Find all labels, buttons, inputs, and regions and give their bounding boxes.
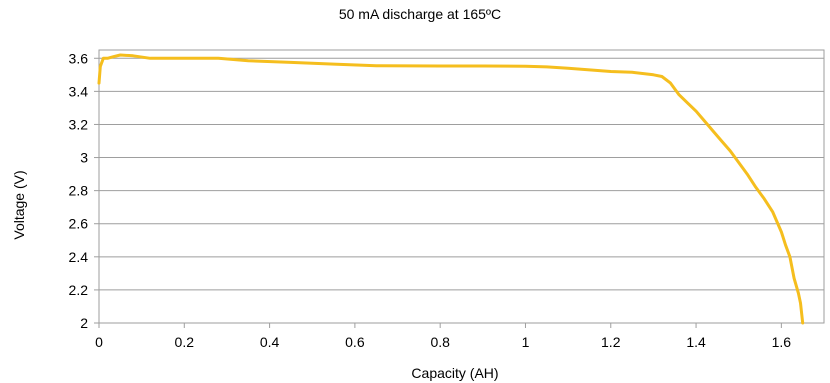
y-tick-label: 3.4 (69, 83, 89, 99)
y-tick-label: 2 (80, 315, 88, 331)
series-layer (97, 53, 805, 325)
chart-title: 50 mA discharge at 165ºC (339, 6, 501, 22)
y-tick-label: 2.4 (69, 249, 89, 265)
y-axis-label: Voltage (V) (11, 170, 27, 239)
x-tick-label: 0.6 (345, 334, 365, 350)
x-tick-label: 1.6 (772, 334, 792, 350)
y-axis-tick-labels: 2 2.2 2.4 2.6 2.8 3 3.2 3.4 3.6 (69, 50, 89, 331)
x-tick-label: 1 (522, 334, 530, 350)
x-axis-tick-labels: 0 0.2 0.4 0.6 0.8 1 1.2 1.4 1.6 (95, 334, 791, 350)
x-tick-label: 1.2 (601, 334, 621, 350)
axis-ticks (94, 57, 782, 328)
x-tick-label: 0.2 (175, 334, 195, 350)
gridlines (99, 57, 824, 291)
y-tick-label: 3.2 (69, 116, 89, 132)
y-tick-label: 2.2 (69, 282, 89, 298)
x-axis-label: Capacity (AH) (411, 365, 498, 381)
y-tick-label: 2.8 (69, 183, 89, 199)
y-tick-label: 2.6 (69, 216, 89, 232)
plot-area-frame (98, 49, 825, 324)
x-tick-label: 0.8 (430, 334, 450, 350)
x-tick-label: 1.4 (686, 334, 706, 350)
x-tick-label: 0.4 (260, 334, 280, 350)
x-tick-label: 0 (95, 334, 103, 350)
y-tick-label: 3 (80, 150, 88, 166)
voltage-series-line (97, 53, 805, 325)
y-tick-label: 3.6 (69, 50, 89, 66)
